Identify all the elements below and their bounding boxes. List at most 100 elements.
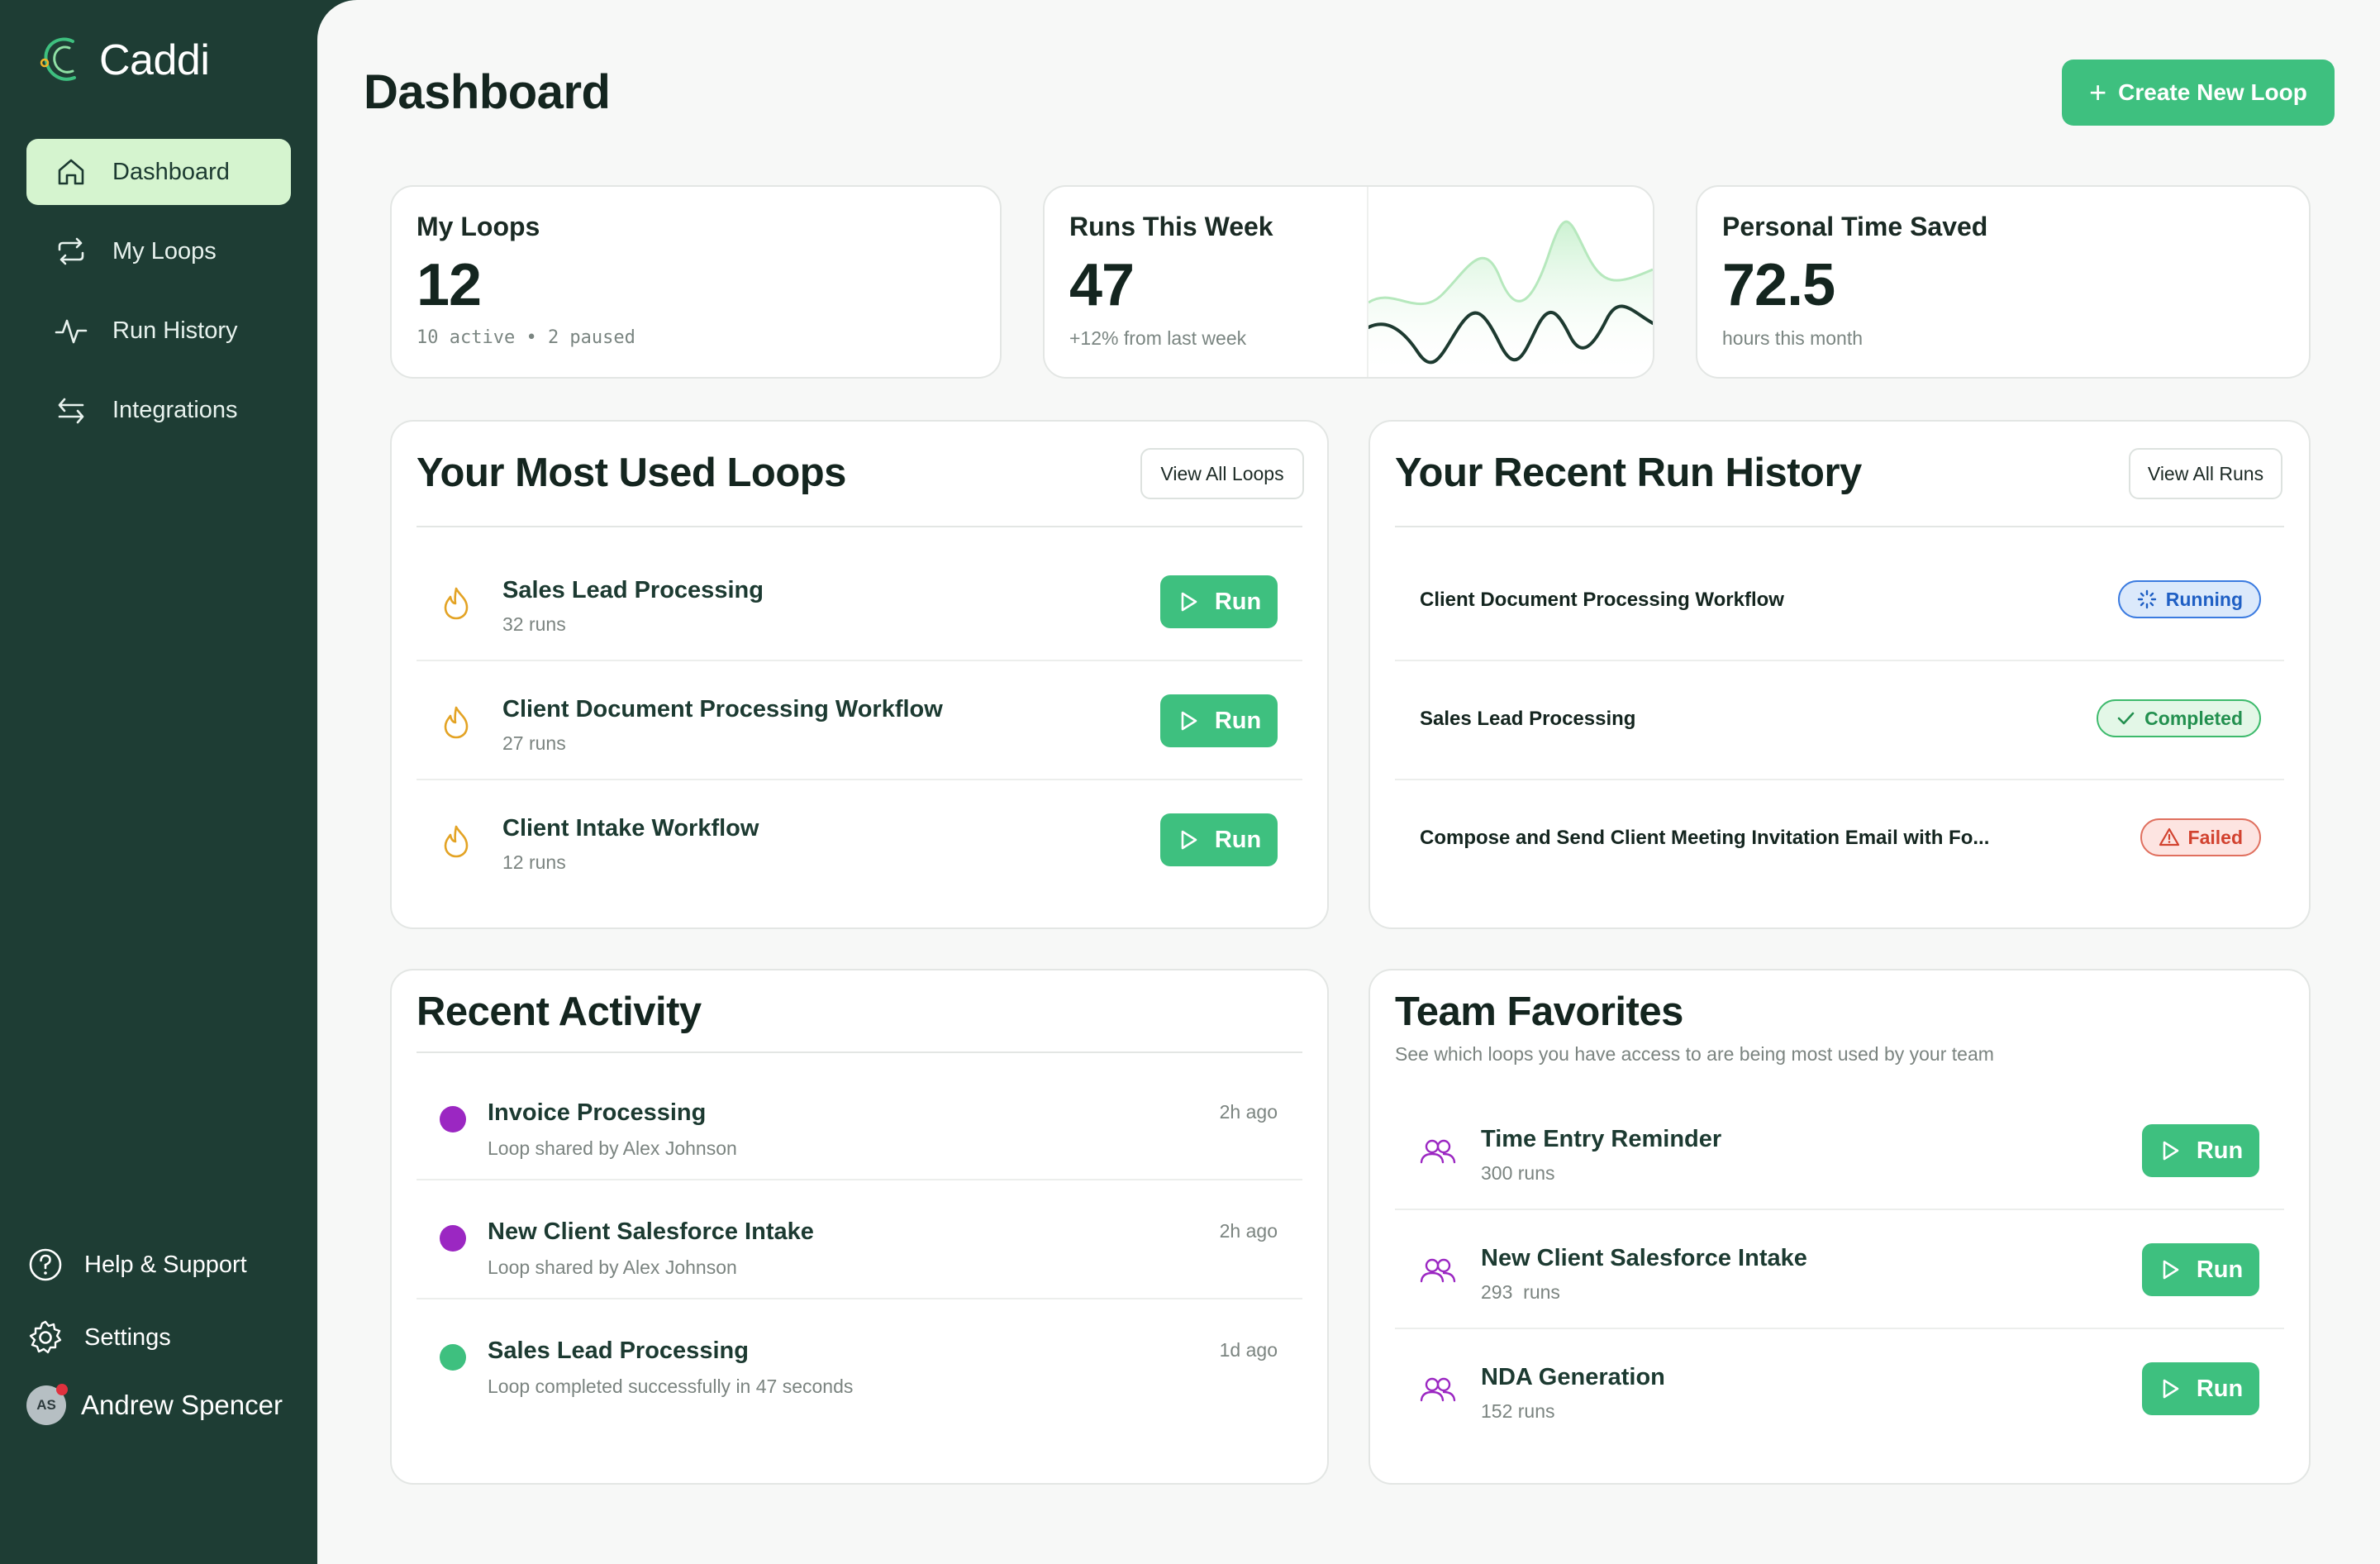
run-label: Run (2196, 1137, 2244, 1164)
loop-runs: 32 runs (502, 613, 566, 635)
status-label: Failed (2187, 826, 2243, 848)
stat-subtext: 10 active • 2 paused (416, 327, 635, 348)
user-profile[interactable]: AS Andrew Spencer (26, 1384, 299, 1425)
stat-card-my-loops: My Loops 12 10 active • 2 paused (390, 185, 1002, 379)
loop-name: Sales Lead Processing (502, 577, 764, 603)
loop-name: Client Document Processing Workflow (502, 696, 943, 722)
play-icon (2163, 1141, 2179, 1161)
play-icon (1181, 830, 1197, 850)
history-row[interactable]: Compose and Send Client Meeting Invitati… (1395, 780, 2284, 899)
avatar: AS (26, 1384, 68, 1425)
run-label: Run (1214, 826, 1262, 853)
status-label: Completed (2144, 707, 2243, 729)
activity-name: Sales Lead Processing (488, 1338, 749, 1364)
app-logo[interactable]: Caddi (36, 33, 210, 88)
view-all-loops-button[interactable]: View All Loops (1140, 448, 1304, 499)
check-icon (2117, 712, 2135, 725)
run-button[interactable]: Run (2142, 1243, 2259, 1296)
help-circle-icon (29, 1248, 62, 1281)
team-loop-row[interactable]: NDA Generation 152 runs Run (1395, 1329, 2284, 1448)
loop-name: Time Entry Reminder (1481, 1126, 1722, 1152)
section-title: Your Recent Run History (1395, 451, 1862, 495)
activity-time: 1d ago (1219, 1339, 1278, 1361)
run-label: Run (1214, 588, 1262, 615)
history-row[interactable]: Client Document Processing Workflow Runn… (1395, 542, 2284, 661)
view-all-runs-button[interactable]: View All Runs (2129, 448, 2282, 499)
play-icon (2163, 1379, 2179, 1399)
divider (416, 526, 1302, 527)
create-label: Create New Loop (2118, 79, 2307, 105)
run-name: Client Document Processing Workflow (1420, 589, 1784, 611)
runs-sparkline (1367, 187, 1653, 377)
stat-title: My Loops (416, 212, 540, 241)
nav-item-integrations[interactable]: Integrations (26, 377, 291, 443)
team-favorites-card: Team Favorites See which loops you have … (1368, 969, 2311, 1485)
status-label: Running (2165, 588, 2243, 610)
activity-name: Invoice Processing (488, 1099, 707, 1126)
loop-row[interactable]: Client Intake Workflow 12 runs Run (416, 780, 1302, 899)
users-icon (1420, 1258, 1456, 1283)
sidebar-footer: Help & Support Settings AS Andrew Spence… (26, 1240, 299, 1425)
sidebar: Caddi Dashboard My Loops Run History Int… (0, 0, 317, 1564)
team-loop-row[interactable]: New Client Salesforce Intake 293 runs Ru… (1395, 1210, 2284, 1329)
users-icon (1420, 1377, 1456, 1402)
section-title: Recent Activity (416, 989, 702, 1034)
run-button[interactable]: Run (1160, 575, 1278, 628)
most-used-loops-card: Your Most Used Loops View All Loops Sale… (390, 420, 1329, 929)
loop-runs: 300 runs (1481, 1162, 1555, 1184)
loop-runs: 293 runs (1481, 1281, 1560, 1303)
nav-item-run-history[interactable]: Run History (26, 298, 291, 364)
create-new-loop-button[interactable]: + Create New Loop (2062, 60, 2335, 126)
nav-label: My Loops (112, 237, 217, 265)
history-row[interactable]: Sales Lead Processing Completed (1395, 661, 2284, 780)
nav-item-dashboard[interactable]: Dashboard (26, 139, 291, 205)
activity-dot (440, 1106, 466, 1132)
loop-runs: 27 runs (502, 732, 566, 754)
stat-subtext: +12% from last week (1069, 327, 1247, 349)
plus-icon: + (2089, 75, 2107, 109)
play-icon (1181, 711, 1197, 731)
status-badge-running: Running (2117, 580, 2261, 618)
recent-activity-card: Recent Activity Invoice Processing Loop … (390, 969, 1329, 1485)
nav-item-my-loops[interactable]: My Loops (26, 218, 291, 284)
status-badge-failed: Failed (2140, 818, 2261, 856)
loop-name: Client Intake Workflow (502, 815, 759, 842)
run-button[interactable]: Run (2142, 1124, 2259, 1177)
activity-item[interactable]: Sales Lead Processing Loop completed suc… (416, 1299, 1302, 1419)
activity-icon (53, 312, 89, 349)
section-subtitle: See which loops you have access to are b… (1395, 1043, 1994, 1065)
flame-icon (444, 825, 469, 858)
stat-title: Personal Time Saved (1722, 212, 1988, 241)
help-label: Help & Support (84, 1251, 247, 1278)
divider (1395, 526, 2284, 527)
run-button[interactable]: Run (1160, 694, 1278, 747)
stat-value: 47 (1069, 252, 1135, 318)
activity-time: 2h ago (1219, 1101, 1278, 1123)
section-title: Your Most Used Loops (416, 451, 846, 495)
settings-link[interactable]: Settings (26, 1313, 299, 1362)
status-badge-completed: Completed (2097, 699, 2261, 737)
home-icon (53, 154, 89, 190)
run-label: Run (2196, 1375, 2244, 1402)
loop-row[interactable]: Client Document Processing Workflow 27 r… (416, 661, 1302, 780)
run-name: Compose and Send Client Meeting Invitati… (1420, 827, 1990, 849)
run-button[interactable]: Run (2142, 1362, 2259, 1415)
settings-label: Settings (84, 1323, 171, 1351)
flame-icon (444, 587, 469, 620)
activity-item[interactable]: New Client Salesforce Intake Loop shared… (416, 1180, 1302, 1299)
run-label: Run (1214, 707, 1262, 734)
stat-title: Runs This Week (1069, 212, 1273, 241)
play-icon (1181, 592, 1197, 612)
activity-item[interactable]: Invoice Processing Loop shared by Alex J… (416, 1061, 1302, 1180)
loop-row[interactable]: Sales Lead Processing 32 runs Run (416, 542, 1302, 661)
team-loop-row[interactable]: Time Entry Reminder 300 runs Run (1395, 1091, 2284, 1210)
nav-label: Run History (112, 317, 238, 344)
stat-card-time-saved: Personal Time Saved 72.5 hours this mont… (1696, 185, 2311, 379)
run-button[interactable]: Run (1160, 813, 1278, 866)
loop-runs: 152 runs (1481, 1400, 1555, 1422)
notification-dot (56, 1384, 68, 1395)
help-support-link[interactable]: Help & Support (26, 1240, 299, 1290)
user-name: Andrew Spencer (81, 1390, 283, 1420)
activity-description: Loop shared by Alex Johnson (488, 1137, 737, 1159)
activity-description: Loop completed successfully in 47 second… (488, 1376, 854, 1397)
